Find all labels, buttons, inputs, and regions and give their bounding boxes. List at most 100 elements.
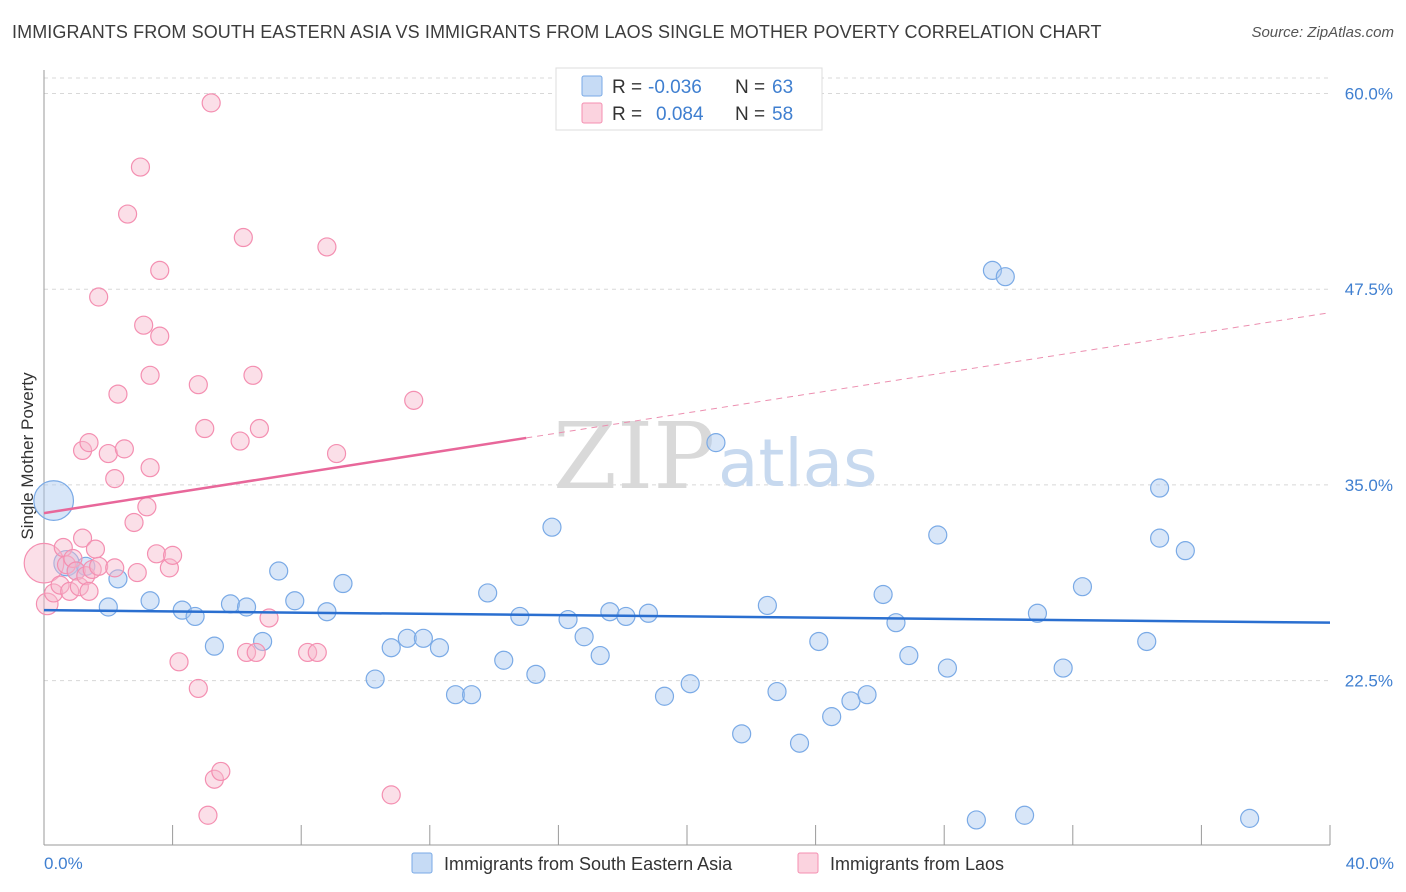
point-laos (69, 577, 89, 597)
y-tick-label: 35.0% (1345, 476, 1393, 495)
point-laos (236, 642, 257, 663)
point-sea (220, 594, 241, 614)
point-laos (381, 785, 401, 805)
point-sea (857, 685, 877, 705)
bottom-legend-label-laos: Immigrants from Laos (830, 854, 1004, 874)
bottom-legend-swatch-sea (411, 852, 433, 874)
point-sea (204, 636, 224, 656)
point-sea (654, 686, 675, 706)
y-axis-label: Single Mother Poverty (18, 372, 37, 540)
point-laos (230, 431, 250, 451)
point-sea (809, 631, 829, 652)
point-laos (130, 157, 151, 177)
x-tick-label-min: 0.0% (44, 854, 83, 873)
point-sea (397, 628, 417, 648)
point-sea (365, 669, 385, 689)
point-sea (429, 638, 450, 658)
source-credit: Source: ZipAtlas.com (1251, 24, 1394, 41)
point-sea (269, 561, 289, 581)
point-sea (590, 645, 610, 666)
point-laos (114, 439, 134, 459)
point-laos (249, 418, 270, 439)
point-laos (169, 652, 189, 672)
point-sea (1053, 658, 1073, 678)
legend-n-value-laos: 58 (772, 104, 793, 125)
trend-line-laos (43, 436, 527, 515)
point-sea (510, 606, 530, 627)
point-laos (137, 497, 157, 517)
point-sea (1014, 805, 1035, 825)
point-laos (23, 542, 65, 584)
legend-r-label-sea: R = (612, 77, 642, 98)
legend-box: R = -0.036 N = 63 R = 0.084 N = 58 (555, 67, 823, 131)
point-laos (105, 469, 125, 489)
point-sea (445, 685, 466, 705)
point-sea (789, 733, 810, 753)
point-sea (494, 650, 514, 670)
point-laos (188, 375, 208, 395)
point-laos (127, 562, 147, 583)
point-laos (150, 260, 170, 281)
scatter-points (23, 93, 1260, 830)
legend-n-label-sea: N = (735, 77, 765, 98)
point-laos (307, 642, 327, 663)
point-laos (50, 575, 70, 595)
point-sea (558, 609, 578, 630)
point-sea (899, 645, 919, 666)
point-sea (680, 674, 700, 694)
point-sea (638, 603, 659, 623)
point-laos (243, 365, 263, 385)
point-sea (413, 628, 433, 648)
x-axis-ticks (43, 825, 1331, 845)
y-tick-label: 22.5% (1345, 672, 1393, 691)
y-axis-tick-labels: 22.5% 35.0% 47.5% 60.0% (1345, 84, 1393, 690)
point-sea (1240, 808, 1260, 828)
point-laos (72, 528, 93, 548)
point-sea (1027, 603, 1048, 623)
point-sea (333, 573, 353, 594)
point-laos (233, 227, 253, 248)
grid-lines (44, 77, 1330, 682)
point-sea (873, 584, 893, 605)
point-sea (600, 602, 620, 622)
point-sea (757, 595, 777, 616)
point-laos (211, 761, 231, 782)
bottom-legend-label-sea: Immigrants from South Eastern Asia (444, 854, 733, 874)
point-laos (72, 440, 93, 461)
point-sea (1072, 577, 1093, 597)
point-sea (767, 681, 787, 702)
point-laos (317, 237, 337, 257)
legend-r-label-laos: R = (612, 104, 642, 125)
point-laos (198, 805, 218, 825)
point-laos (326, 443, 347, 464)
point-sea (822, 707, 842, 727)
point-laos (204, 769, 224, 789)
legend-r-value-laos: 0.084 (656, 104, 704, 125)
trend-line-sea (43, 608, 1331, 624)
point-sea (185, 606, 205, 627)
point-sea (53, 549, 80, 577)
trend-lines (43, 312, 1331, 624)
point-laos (188, 678, 208, 699)
legend-n-label-laos: N = (735, 104, 765, 125)
point-laos (89, 287, 109, 307)
legend-swatch-sea (581, 75, 603, 97)
point-sea (140, 591, 160, 611)
point-sea (937, 658, 958, 678)
point-sea (478, 583, 498, 603)
y-tick-label: 47.5% (1345, 280, 1393, 299)
point-laos (163, 545, 183, 565)
point-laos (404, 390, 424, 410)
legend-swatch-laos (581, 102, 603, 124)
legend-n-value-sea: 63 (772, 77, 793, 98)
point-laos (159, 558, 179, 578)
bottom-legend-swatch-laos (797, 852, 819, 874)
point-sea (98, 597, 118, 617)
point-sea (542, 517, 562, 537)
point-sea (253, 631, 273, 652)
point-laos (246, 642, 266, 663)
point-laos (117, 204, 138, 224)
point-laos (98, 443, 118, 464)
trend-line-laos-extension (526, 312, 1331, 439)
